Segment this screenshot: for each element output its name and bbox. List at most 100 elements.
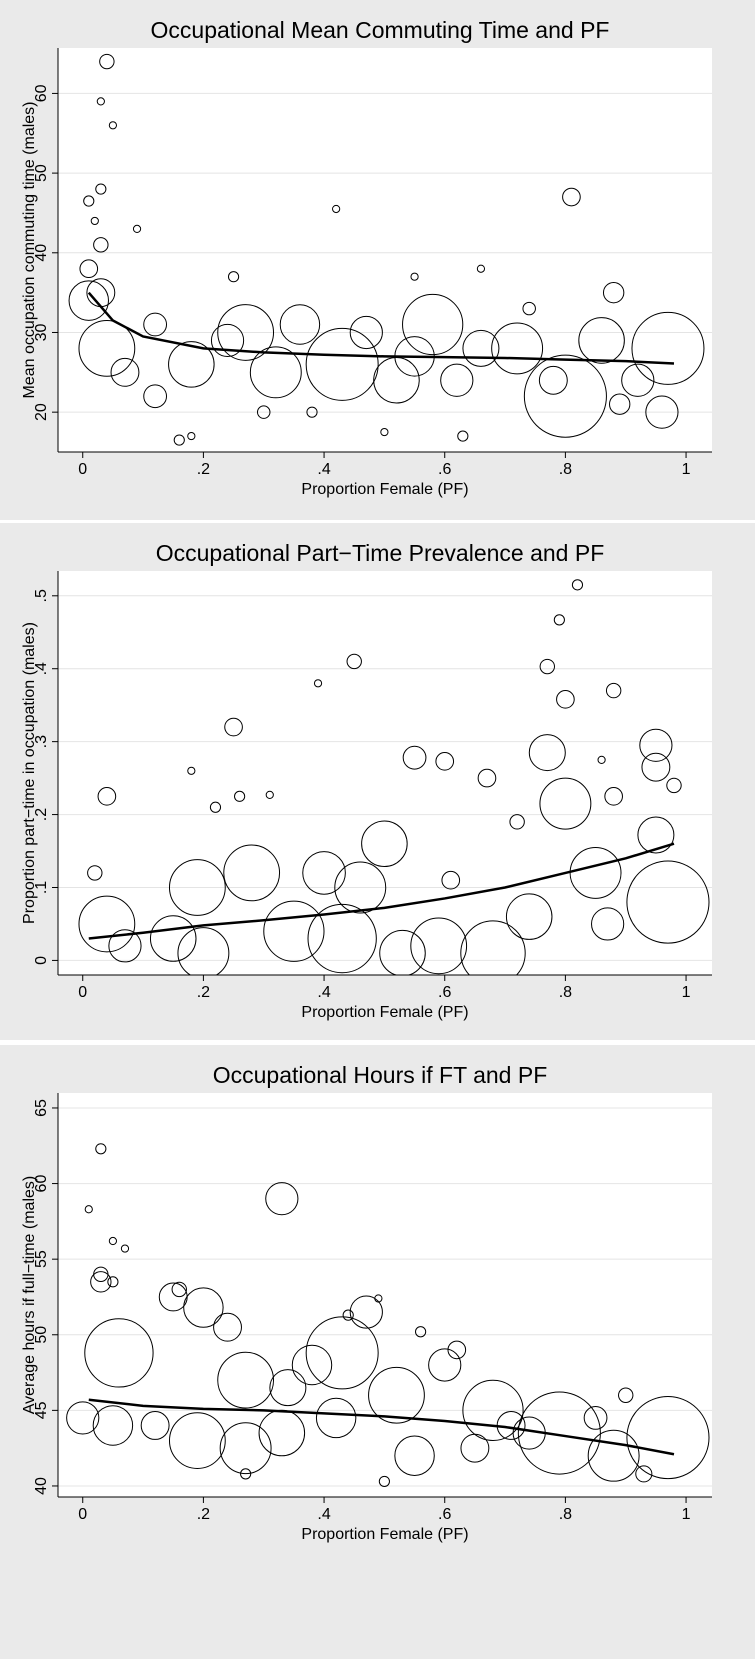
bubble: [224, 717, 243, 737]
y-tick-label: 60: [33, 1175, 50, 1193]
bubble: [306, 406, 318, 418]
bubble: [84, 1205, 93, 1214]
bubble: [361, 820, 408, 868]
bubble: [108, 1236, 118, 1246]
y-tick-label: 45: [33, 1401, 50, 1419]
x-tick-label: .2: [197, 984, 210, 1001]
bubble: [78, 320, 136, 377]
x-axis-label: Proportion Female (PF): [301, 1004, 468, 1021]
y-tick-label: .3: [33, 735, 50, 748]
bubble: [291, 1344, 333, 1386]
y-tick-label: 20: [33, 403, 50, 421]
panel: Occupational Hours if FT and PF 40 45 50 55 6…: [0, 1045, 755, 1659]
y-tick-label: .4: [33, 662, 50, 675]
bubble: [462, 329, 500, 367]
bubble: [168, 1412, 226, 1469]
x-tick-label: .4: [317, 461, 330, 478]
x-tick-label: .8: [559, 461, 572, 478]
bubble: [604, 787, 623, 806]
bubble: [143, 384, 168, 409]
bubble: [441, 870, 461, 890]
bubble: [428, 1348, 462, 1382]
bubble: [553, 614, 565, 626]
chart-title: Occupational Hours if FT and PF: [213, 1062, 548, 1088]
y-tick-label: 65: [33, 1099, 50, 1117]
bubble: [149, 915, 197, 962]
bubble: [591, 907, 625, 941]
bubble: [539, 777, 592, 830]
bubble: [618, 1387, 634, 1403]
bubble: [213, 1312, 242, 1342]
bubble: [380, 427, 389, 437]
bubble: [635, 1465, 653, 1483]
x-tick-label: .6: [438, 461, 451, 478]
bubble: [346, 653, 362, 670]
x-tick-label: 1: [682, 461, 691, 478]
plot-area: [58, 48, 712, 452]
bubble: [302, 851, 346, 895]
bubble: [108, 121, 118, 130]
bubble: [435, 752, 455, 771]
y-tick-label: 60: [33, 84, 50, 102]
x-tick-label: 0: [78, 984, 87, 1001]
y-tick-label: 50: [33, 164, 50, 182]
bubble: [187, 766, 196, 775]
x-tick-label: .8: [559, 984, 572, 1001]
bubble: [83, 195, 95, 207]
x-axis-label: Proportion Female (PF): [301, 1526, 468, 1543]
bubble: [217, 304, 275, 361]
bubble: [626, 1396, 710, 1480]
y-tick-label: 40: [33, 244, 50, 262]
bubble: [120, 1244, 130, 1253]
bubble: [307, 903, 377, 974]
bubble: [517, 1391, 601, 1475]
bubble: [597, 755, 606, 764]
bubble: [334, 861, 387, 914]
bubble: [505, 893, 553, 940]
bubble: [93, 237, 109, 253]
plot-marks: [66, 1143, 710, 1488]
bubble: [256, 405, 271, 419]
bubble: [641, 752, 671, 782]
bubble: [95, 183, 107, 195]
bubble: [332, 204, 341, 214]
bubble: [249, 346, 302, 399]
bubble: [368, 1366, 425, 1424]
x-tick-label: 0: [78, 461, 87, 478]
bubble: [631, 311, 705, 385]
bubble: [110, 357, 140, 387]
x-tick-label: 1: [682, 984, 691, 1001]
fit-line: [88, 842, 675, 940]
bubble: [97, 787, 117, 806]
y-tick-label: 55: [33, 1250, 50, 1268]
y-axis-label: Proportion part−time in occupation (male…: [21, 622, 38, 924]
bubble: [234, 790, 246, 802]
bubble: [626, 860, 710, 944]
bubble: [349, 315, 383, 350]
x-tick-label: 1: [682, 1506, 691, 1523]
bubble: [378, 1475, 390, 1488]
bubble: [217, 1351, 275, 1409]
bubble: [571, 579, 584, 591]
y-tick-label: 50: [33, 1326, 50, 1344]
bubble: [210, 323, 245, 358]
bubble: [402, 745, 427, 770]
x-tick-label: 0: [78, 1506, 87, 1523]
bubble: [90, 1271, 112, 1293]
bubble: [342, 1309, 354, 1321]
bubble: [263, 900, 325, 962]
bubble: [460, 1433, 490, 1463]
bubble: [168, 859, 226, 916]
bubble: [556, 690, 575, 709]
y-tick-label: 40: [33, 1477, 50, 1495]
bubble: [538, 365, 568, 395]
bubble: [539, 658, 555, 675]
bubble: [587, 1429, 640, 1482]
bubble: [447, 1340, 467, 1360]
bubble: [523, 354, 607, 438]
y-tick-label: 0: [33, 956, 50, 965]
bubble: [99, 53, 115, 70]
y-axis-label: Mean occupation commuting time (males): [21, 101, 38, 398]
bubble: [315, 1397, 357, 1439]
